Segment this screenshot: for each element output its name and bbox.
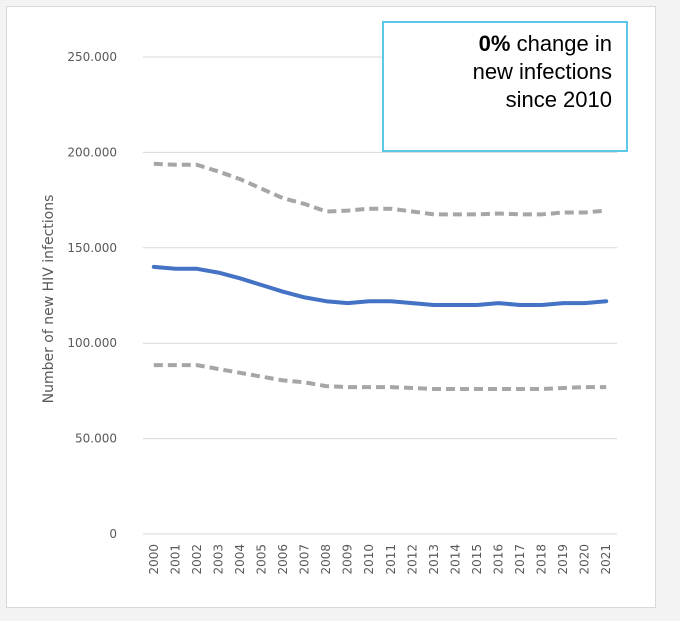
callout-line-2: new infections: [472, 59, 612, 84]
x-tick-label: 2015: [470, 544, 484, 575]
y-tick-labels: 0 50.000 100.000 150.000 200.000 250.000: [67, 50, 117, 541]
chart-frame: 0 50.000 100.000 150.000 200.000 250.000 2000…: [6, 6, 656, 608]
x-tick-label: 2007: [298, 544, 312, 575]
x-tick-label: 2013: [427, 544, 441, 575]
y-tick-label: 50.000: [75, 432, 117, 446]
y-tick-label: 150.000: [67, 241, 117, 255]
x-tick-label: 2012: [405, 544, 419, 575]
x-tick-label: 2003: [211, 544, 225, 575]
x-tick-label: 2019: [556, 544, 570, 575]
estimate-line: [151, 264, 609, 307]
x-tick-label: 2014: [448, 544, 462, 575]
x-tick-label: 2011: [384, 544, 398, 575]
series-lines: [151, 161, 609, 391]
x-tick-label: 2002: [190, 544, 204, 575]
callout-box: 0% change in new infections since 2010: [382, 21, 628, 152]
callout-line-1-text: change in: [510, 31, 612, 56]
x-tick-label: 2008: [319, 544, 333, 575]
x-tick-label: 2001: [168, 544, 182, 575]
y-tick-label: 250.000: [67, 50, 117, 64]
x-tick-label: 2016: [492, 544, 506, 575]
callout-line-1: 0% change in: [384, 30, 612, 58]
callout-line-3: since 2010: [505, 87, 612, 112]
x-tick-label: 2020: [578, 544, 592, 575]
x-tick-label: 2000: [147, 544, 161, 575]
x-tick-label: 2004: [233, 544, 247, 575]
gridlines: [143, 56, 617, 535]
y-tick-label: 0: [109, 527, 117, 541]
x-tick-label: 2017: [513, 544, 527, 575]
y-tick-label: 200.000: [67, 145, 117, 159]
x-tick-label: 2021: [599, 544, 613, 575]
x-tick-label: 2005: [255, 544, 269, 575]
x-tick-labels: 2000 2001 2002 2003 2004 2005 2006 2007 2008 2009…: [147, 544, 613, 575]
line-chart: 0 50.000 100.000 150.000 200.000 250.000 2000…: [41, 50, 617, 575]
x-tick-label: 2006: [276, 544, 290, 575]
y-axis-title: Number of new HIV infections: [41, 195, 57, 404]
x-tick-label: 2010: [362, 544, 376, 575]
x-tick-label: 2009: [341, 544, 355, 575]
upper-bound-line: [153, 161, 607, 217]
x-tick-label: 2018: [535, 544, 549, 575]
callout-percent: 0%: [478, 31, 511, 56]
lower-bound-line: [153, 363, 607, 391]
y-tick-label: 100.000: [67, 336, 117, 350]
